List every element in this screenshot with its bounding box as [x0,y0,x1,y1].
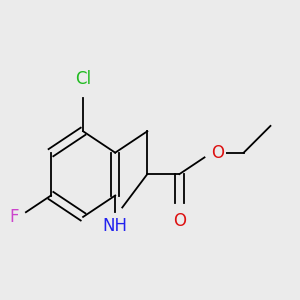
Text: O: O [212,144,225,162]
Text: Cl: Cl [75,70,91,88]
Text: F: F [9,208,19,226]
Text: NH: NH [103,217,128,235]
Text: O: O [173,212,186,230]
